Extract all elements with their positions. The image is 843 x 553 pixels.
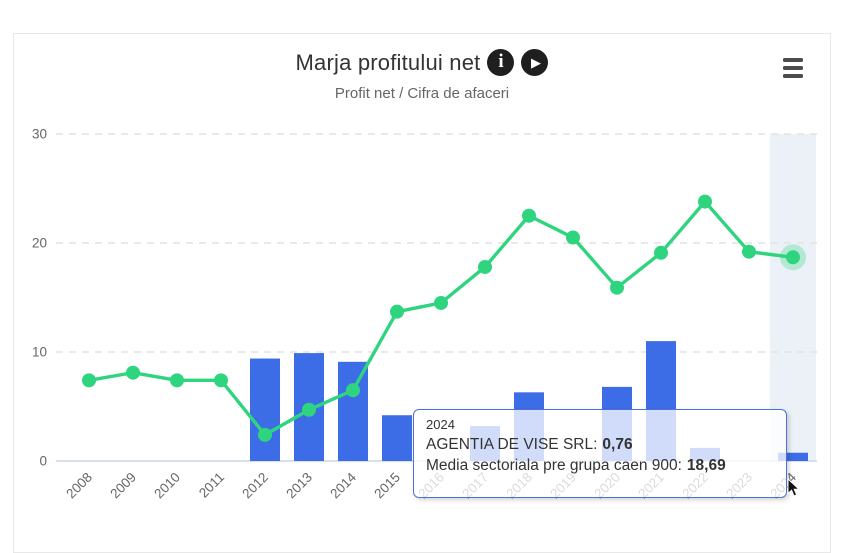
bar-2015[interactable] [382, 415, 412, 461]
info-icon[interactable]: i [487, 49, 515, 76]
sector-line [87, 199, 795, 437]
x-tick-label-2017: 2017 [459, 470, 491, 502]
chart-title: Marja profitului net [295, 49, 481, 75]
line-point-2024[interactable] [786, 250, 800, 265]
x-tick-label-2015: 2015 [371, 470, 403, 502]
line-point-2021[interactable] [654, 245, 668, 260]
line-point-2016[interactable] [434, 295, 448, 310]
x-tick-label-2020: 2020 [591, 470, 623, 502]
line-point-2023[interactable] [742, 244, 756, 259]
x-tick-label-2021: 2021 [635, 470, 667, 502]
play-icon[interactable]: ▶ [521, 49, 549, 76]
hover-band-2024 [770, 134, 816, 461]
hamburger-icon [783, 58, 803, 62]
y-tick-label-30: 30 [32, 127, 47, 142]
line-point-2012[interactable] [258, 427, 272, 442]
line-point-2019[interactable] [566, 230, 580, 245]
chart-card: Marja profitului net i ▶ Profit net / Ci… [13, 33, 831, 553]
bar-2024[interactable] [778, 452, 808, 461]
line-point-2013[interactable] [302, 402, 316, 417]
x-tick-label-2012: 2012 [239, 470, 271, 502]
x-tick-label-2010: 2010 [151, 470, 183, 502]
y-tick-label-20: 20 [32, 236, 47, 251]
line-point-2014[interactable] [346, 383, 360, 398]
y-tick-label-10: 10 [32, 345, 47, 360]
bar-2012[interactable] [250, 358, 280, 461]
chart-subtitle: Profit net / Cifra de afaceri [334, 85, 510, 102]
x-tick-label-2008: 2008 [63, 470, 95, 502]
x-tick-label-2014: 2014 [327, 469, 359, 501]
chart-header: Marja profitului net i ▶ Profit net / Ci… [14, 34, 830, 102]
bar-2018[interactable] [514, 392, 544, 461]
chart-plot-area[interactable]: 0 10 20 30 2008 2009 2010 2011 2012 2013 2014 2015 2… [14, 34, 832, 534]
x-tick-label-2009: 2009 [107, 470, 139, 502]
x-tick-label-2018: 2018 [503, 470, 535, 502]
bar-2020[interactable] [602, 386, 632, 461]
bar-2022[interactable] [690, 447, 720, 461]
x-tick-label-2013: 2013 [283, 470, 315, 502]
x-tick-label-2023: 2023 [723, 470, 755, 502]
mouse-cursor [787, 479, 801, 497]
bar-2017[interactable] [470, 426, 500, 461]
x-tick-label-2019: 2019 [547, 470, 579, 502]
line-point-2020[interactable] [610, 280, 624, 295]
bar-2021[interactable] [646, 341, 676, 461]
bar-2014[interactable] [338, 361, 368, 461]
line-point-2017[interactable] [478, 259, 492, 274]
export-menu-button[interactable] [783, 58, 805, 78]
line-point-2010[interactable] [170, 373, 184, 388]
y-tick-label-0: 0 [39, 454, 47, 469]
line-point-2018[interactable] [522, 208, 536, 223]
line-point-2011[interactable] [214, 373, 228, 388]
line-point-2022[interactable] [698, 194, 712, 209]
x-tick-label-2011: 2011 [196, 470, 227, 501]
line-point-2009[interactable] [126, 365, 140, 380]
line-point-2015[interactable] [390, 304, 404, 319]
line-point-2008[interactable] [82, 373, 96, 388]
x-tick-label-2016: 2016 [415, 470, 447, 502]
x-tick-label-2022: 2022 [679, 470, 711, 502]
